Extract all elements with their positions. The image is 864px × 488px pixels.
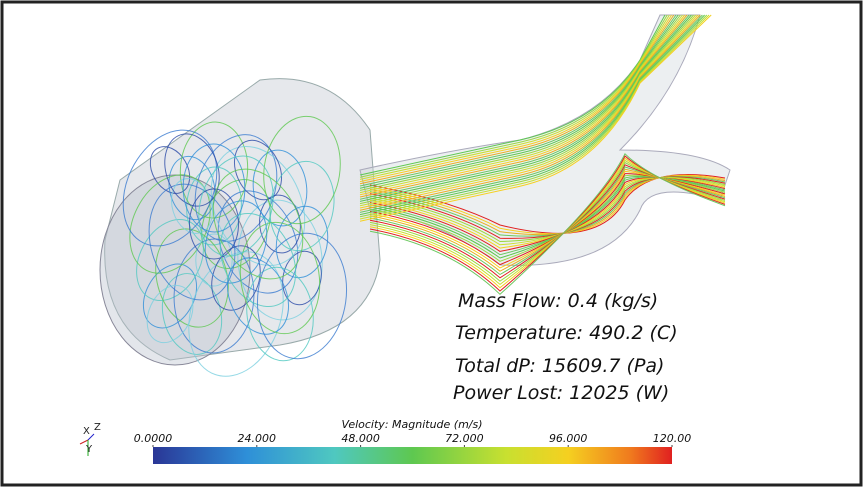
page: Mass Flow: 0.4 (kg/s) Temperature: 490.2… (0, 0, 864, 488)
colorbar-tick-label: 96.000 (549, 432, 588, 445)
colorbar-tick-label: 0.0000 (134, 432, 173, 445)
annotation: Mass Flow: 0.4 (kg/s) (458, 290, 658, 312)
colorbar-tick-label: 72.000 (445, 432, 484, 445)
cylinder-end (100, 175, 250, 365)
colorbar (153, 447, 672, 464)
triad-label: Z (94, 422, 101, 433)
triad-label: Y (85, 444, 93, 455)
annotation: Total dP: 15609.7 (Pa) (455, 355, 664, 377)
colorbar-tick-label: 48.000 (341, 432, 380, 445)
annotation: Temperature: 490.2 (C) (455, 322, 678, 344)
colorbar-tick-label: 24.000 (238, 432, 277, 445)
colorbar-title: Velocity: Magnitude (m/s) (341, 418, 482, 431)
annotation: Power Lost: 12025 (W) (453, 382, 669, 404)
triad-label: X (83, 426, 90, 437)
screenshot: Mass Flow: 0.4 (kg/s) Temperature: 490.2… (0, 0, 864, 488)
colorbar-tick-label: 120.00 (653, 432, 692, 445)
